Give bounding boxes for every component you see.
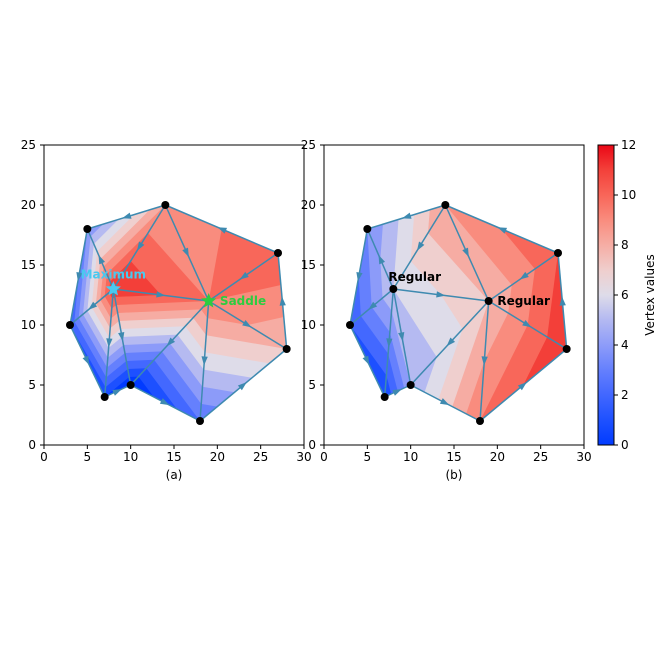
xtick-label: 0 — [320, 450, 328, 464]
figure-svg: 0510152025300510152025(a)MaximumSaddle05… — [0, 0, 655, 655]
xtick-label: 15 — [446, 450, 461, 464]
vertex-dot — [283, 345, 291, 353]
xtick-label: 15 — [166, 450, 181, 464]
colorbar-tick: 0 — [621, 438, 629, 452]
vertex-dot — [407, 381, 415, 389]
vertex-dot — [554, 249, 562, 257]
colorbar-tick: 6 — [621, 288, 629, 302]
ytick-label: 15 — [21, 258, 36, 272]
panel-b: 0 5 10 15 20 25 30 0 5 10 15 20 25 (b) Regular Regular — [301, 138, 592, 482]
vertex-dot — [563, 345, 571, 353]
annotation-max_label: Maximum — [81, 268, 146, 282]
vertex-dot — [66, 321, 74, 329]
xtick-label: 25 — [533, 450, 548, 464]
ytick-label: 0 — [28, 438, 36, 452]
panel-a: 0 5 10 15 20 25 30 0 5 10 15 20 25 (a) Maximum Saddle — [21, 138, 312, 482]
colorbar-tick: 2 — [621, 388, 629, 402]
mesh-fill — [350, 205, 567, 421]
colorbar-tick: 8 — [621, 238, 629, 252]
colorbar-label: Vertex values — [643, 254, 655, 335]
vertex-dot — [274, 249, 282, 257]
colorbar-tick: 4 — [621, 338, 629, 352]
sublabel-b: (b) — [446, 468, 463, 482]
ytick-label: 20 — [301, 198, 316, 212]
vertex-dot — [389, 285, 397, 293]
vertex-dot — [485, 297, 493, 305]
ytick-label: 5 — [28, 378, 36, 392]
mesh-fill — [70, 205, 287, 421]
xtick-label: 30 — [296, 450, 311, 464]
ytick-label: 15 — [301, 258, 316, 272]
vertex-dot — [83, 225, 91, 233]
xtick-label: 10 — [403, 450, 418, 464]
xtick-label: 20 — [490, 450, 505, 464]
xtick-label: 5 — [364, 450, 372, 464]
ytick-label: 25 — [301, 138, 316, 152]
annotation-saddle_label: Saddle — [220, 294, 266, 308]
xtick-label: 5 — [84, 450, 92, 464]
annotation-reg2_label: Regular — [497, 294, 550, 308]
xtick-label: 20 — [210, 450, 225, 464]
ytick-label: 10 — [21, 318, 36, 332]
xtick-label: 10 — [123, 450, 138, 464]
vertex-dot — [363, 225, 371, 233]
vertex-dot — [346, 321, 354, 329]
colorbar: 0 2 4 6 8 10 12 Vertex values — [598, 138, 655, 452]
vertex-dot — [101, 393, 109, 401]
vertex-dot — [441, 201, 449, 209]
annotation-reg1_label: Regular — [388, 270, 441, 284]
colorbar-tick: 12 — [621, 138, 636, 152]
xtick-label: 0 — [40, 450, 48, 464]
vertex-dot — [127, 381, 135, 389]
ytick-label: 10 — [301, 318, 316, 332]
xtick-label: 25 — [253, 450, 268, 464]
colorbar-tick: 10 — [621, 188, 636, 202]
vertex-dot — [381, 393, 389, 401]
ytick-label: 25 — [21, 138, 36, 152]
ytick-label: 5 — [308, 378, 316, 392]
vertex-dot — [196, 417, 204, 425]
ytick-label: 0 — [308, 438, 316, 452]
ytick-label: 20 — [21, 198, 36, 212]
vertex-dot — [161, 201, 169, 209]
xtick-label: 30 — [576, 450, 591, 464]
sublabel-a: (a) — [166, 468, 183, 482]
vertex-dot — [476, 417, 484, 425]
